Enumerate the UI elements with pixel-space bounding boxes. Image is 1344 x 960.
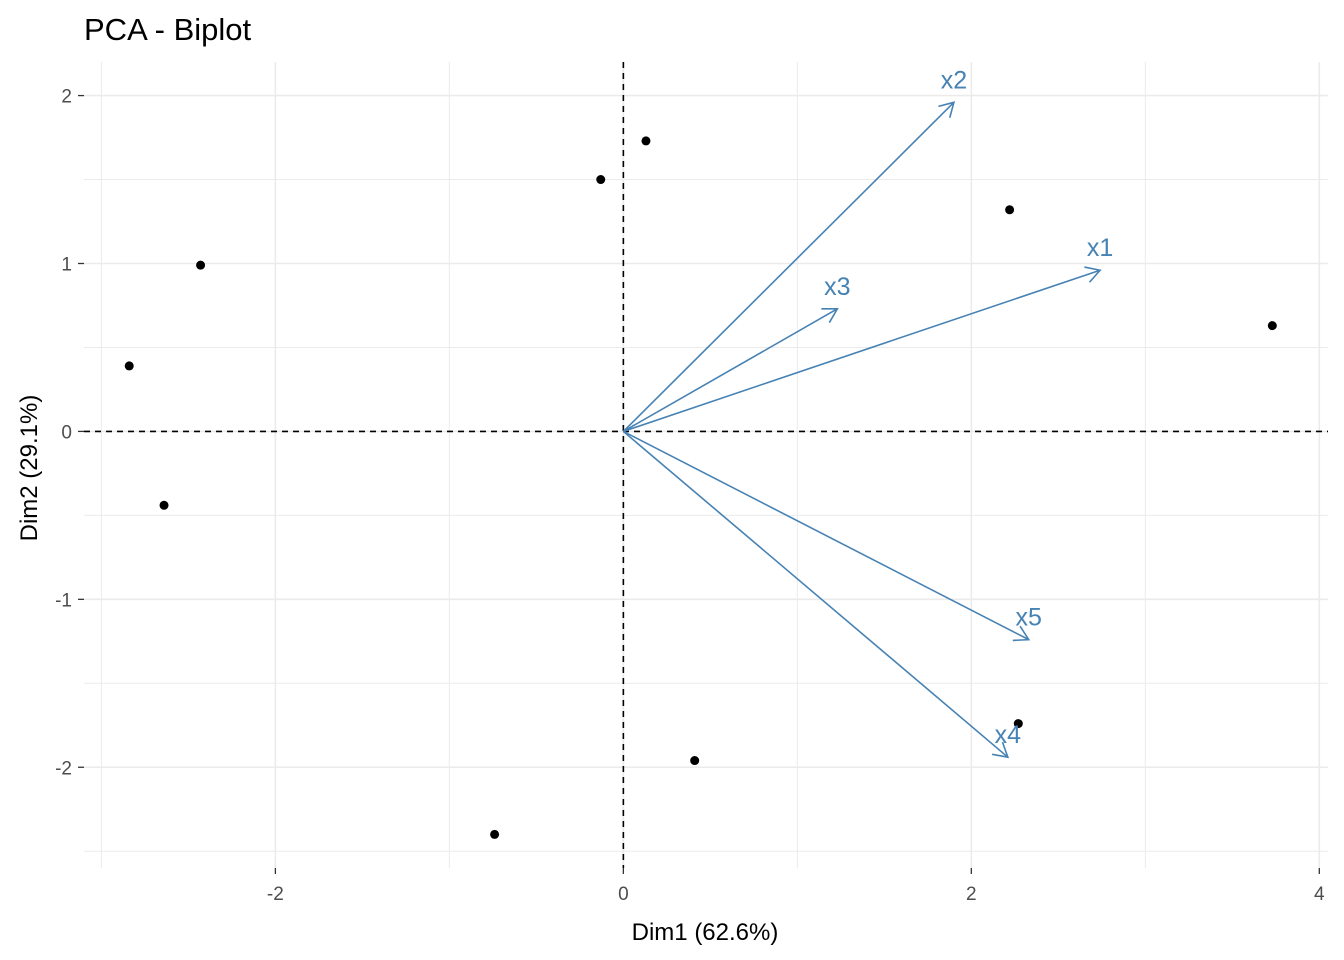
- x-tick-label: 0: [618, 884, 629, 905]
- variable-arrows: x1 x2 x3 x4 x5: [622, 66, 1113, 759]
- data-point: [641, 136, 651, 146]
- axis-ticks: -2 0 2 4 -2 -1 0 1 2: [55, 87, 1325, 905]
- arrowhead-x3: [821, 307, 839, 324]
- data-point: [124, 361, 134, 371]
- y-tick-label: 2: [61, 87, 72, 108]
- individual-points: [124, 136, 1277, 839]
- arrow-x3: [622, 308, 838, 433]
- grid: [84, 62, 1328, 868]
- arrowhead-x1: [1084, 266, 1102, 283]
- x-tick-label: 2: [966, 884, 977, 905]
- data-point: [1267, 321, 1277, 331]
- arrow-x4: [622, 430, 1009, 758]
- y-tick-label: -2: [55, 758, 72, 779]
- arrowhead-x4: [991, 741, 1010, 759]
- arrowhead-x5: [1012, 625, 1031, 642]
- variable-label-x4: x4: [995, 721, 1022, 749]
- arrow-x5: [622, 430, 1030, 641]
- data-point: [596, 175, 606, 185]
- x-tick-label: 4: [1314, 884, 1325, 905]
- arrow-x2: [622, 101, 955, 432]
- data-point: [159, 500, 169, 510]
- reference-lines: [84, 62, 1328, 868]
- variable-label-x5: x5: [1016, 604, 1042, 632]
- x-tick-label: -2: [267, 884, 284, 905]
- arrow-x1: [623, 269, 1101, 433]
- arrowhead-x2: [938, 101, 956, 118]
- y-tick-label: 0: [61, 422, 72, 443]
- y-axis-title: Dim2 (29.1%): [16, 395, 43, 542]
- data-point: [490, 829, 500, 839]
- variable-label-x1: x1: [1087, 234, 1113, 262]
- variable-label-x3: x3: [824, 273, 850, 301]
- data-point: [196, 260, 206, 270]
- y-tick-label: 1: [61, 255, 72, 276]
- x-axis-title: Dim1 (62.6%): [632, 919, 779, 946]
- chart-title: PCA - Biplot: [84, 12, 252, 47]
- data-point: [1013, 719, 1023, 729]
- data-point: [1005, 205, 1015, 215]
- variable-label-x2: x2: [941, 66, 967, 94]
- y-tick-label: -1: [55, 590, 72, 611]
- data-point: [690, 756, 700, 766]
